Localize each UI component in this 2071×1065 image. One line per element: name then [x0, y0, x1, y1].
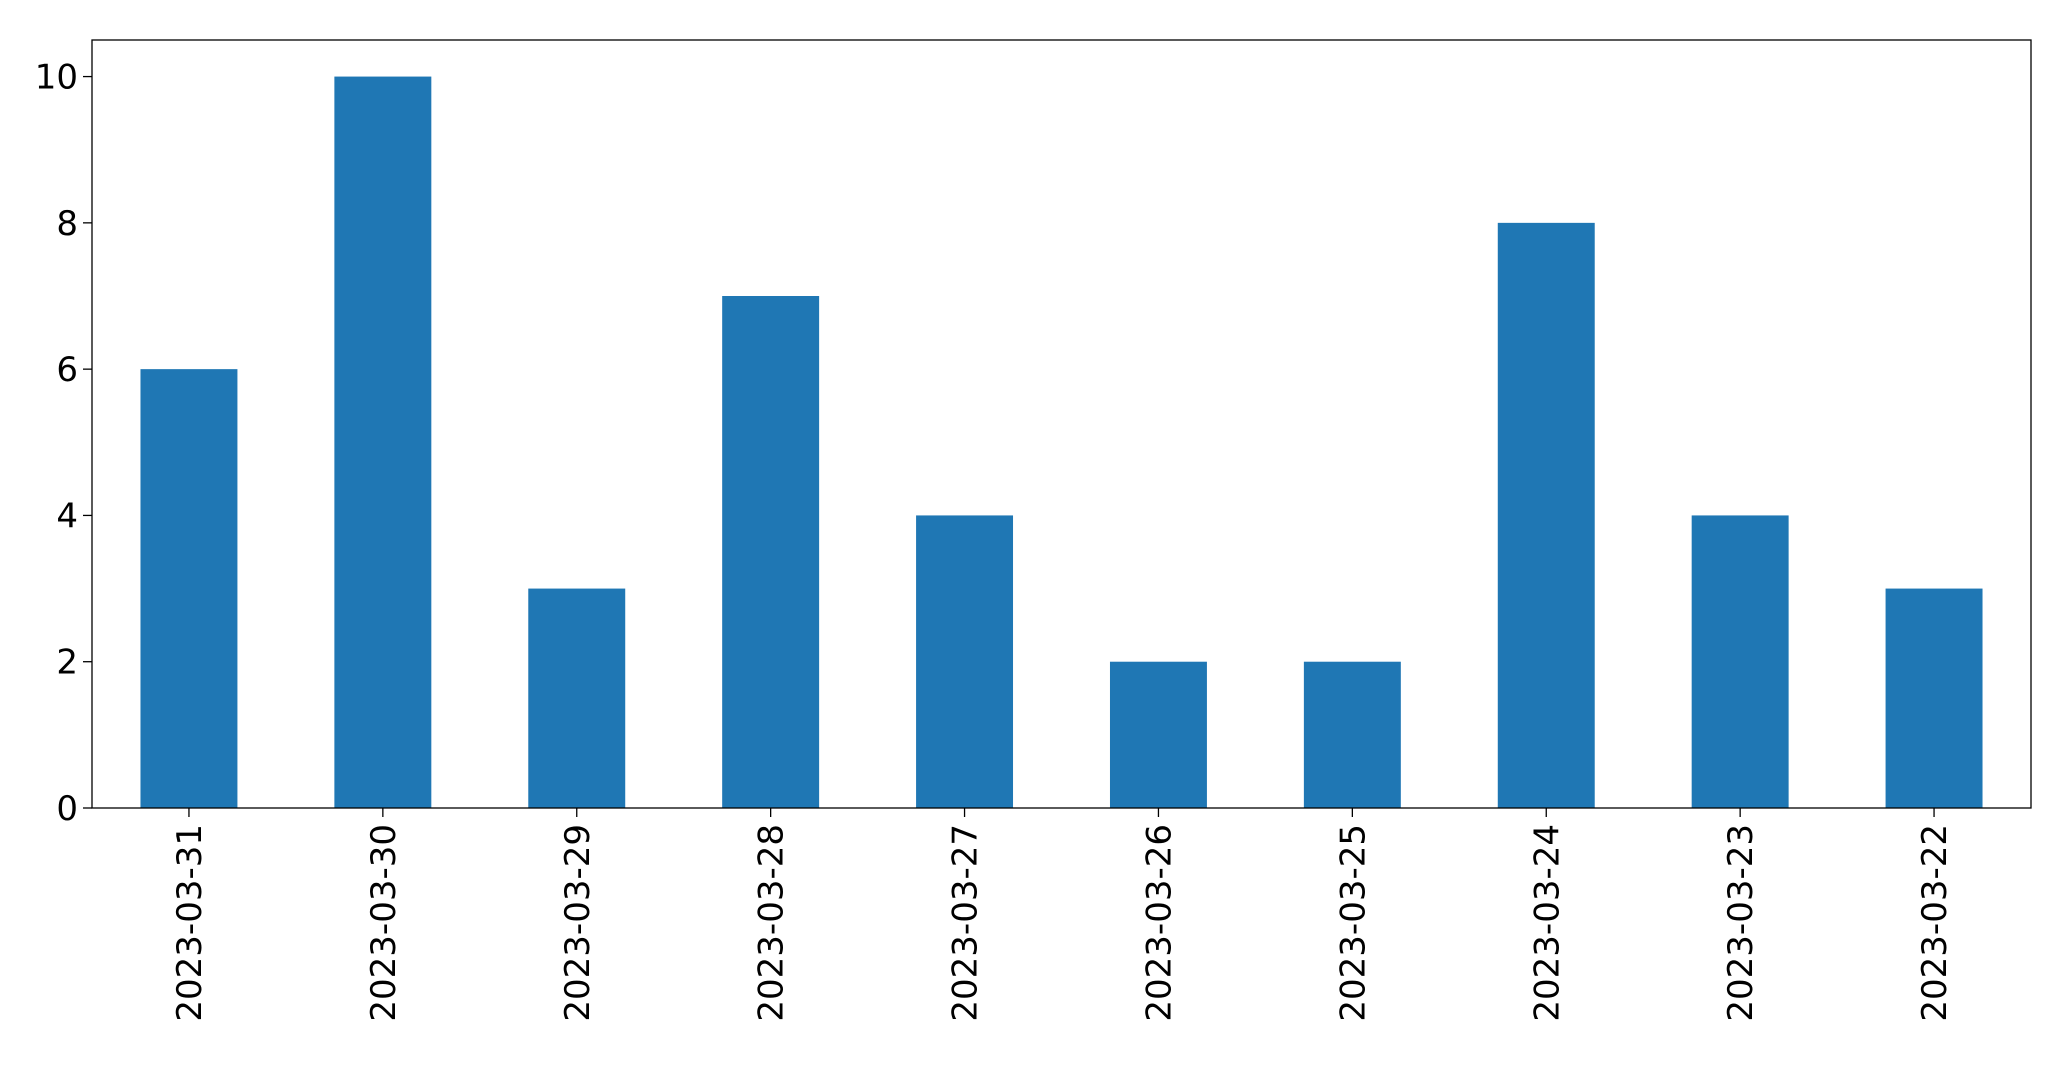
x-tick-label: 2023-03-27	[946, 824, 986, 1022]
y-tick-label: 10	[35, 58, 78, 98]
bar	[1303, 661, 1401, 808]
bar	[528, 588, 626, 808]
x-tick-label: 2023-03-30	[364, 824, 404, 1022]
y-tick-label: 2	[56, 643, 78, 683]
bar	[1691, 515, 1789, 808]
bar	[1109, 661, 1207, 808]
bar	[722, 296, 820, 808]
bar	[916, 515, 1014, 808]
plot-frame	[91, 39, 2032, 809]
bar	[140, 369, 238, 808]
bar	[1497, 222, 1595, 808]
bar	[1885, 588, 1983, 808]
y-tick-label: 4	[56, 496, 78, 536]
y-tick-label: 0	[56, 789, 78, 829]
bar	[334, 76, 432, 809]
x-tick-label: 2023-03-28	[752, 824, 792, 1022]
x-tick-label: 2023-03-31	[170, 824, 210, 1022]
x-tick-label: 2023-03-23	[1721, 824, 1761, 1022]
y-tick-label: 6	[56, 350, 78, 390]
y-tick-label: 8	[56, 204, 78, 244]
x-tick-label: 2023-03-22	[1915, 824, 1955, 1022]
x-tick-label: 2023-03-29	[558, 824, 598, 1022]
x-tick-label: 2023-03-25	[1333, 824, 1373, 1022]
x-tick-label: 2023-03-26	[1139, 824, 1179, 1022]
x-tick-label: 2023-03-24	[1527, 824, 1567, 1022]
